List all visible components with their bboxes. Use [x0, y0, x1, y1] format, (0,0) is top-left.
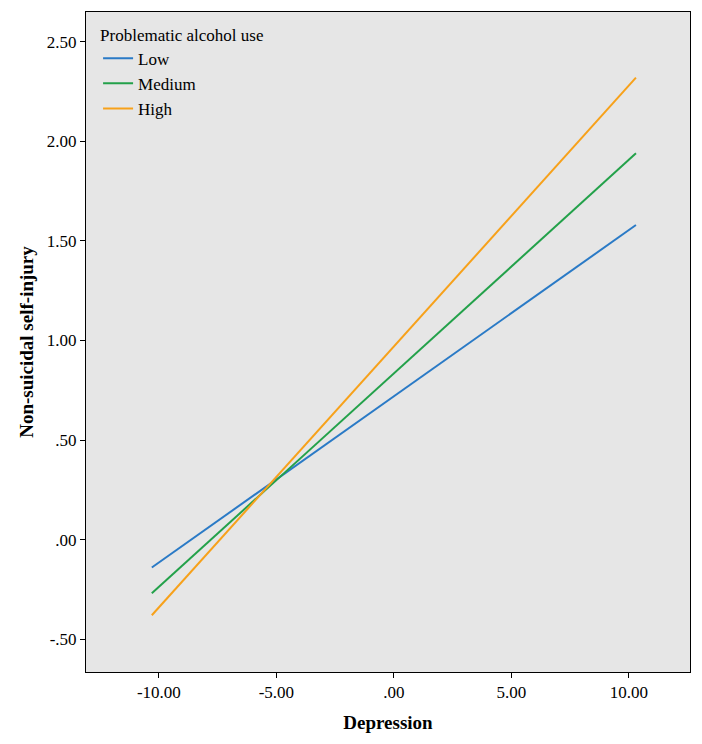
svg-text:5.00: 5.00 [497, 683, 527, 702]
svg-text:2.00: 2.00 [47, 132, 77, 151]
svg-text:.00: .00 [55, 531, 76, 550]
svg-text:-10.00: -10.00 [137, 683, 181, 702]
svg-text:10.00: 10.00 [610, 683, 648, 702]
svg-text:Medium: Medium [138, 75, 196, 94]
svg-text:.00: .00 [383, 683, 404, 702]
svg-text:High: High [138, 100, 173, 119]
svg-text:Depression: Depression [343, 712, 433, 733]
svg-text:Low: Low [138, 50, 170, 69]
svg-text:2.50: 2.50 [47, 33, 77, 52]
svg-text:-5.00: -5.00 [259, 683, 294, 702]
svg-text:Problematic alcohol use: Problematic alcohol use [100, 26, 263, 45]
svg-text:Non-suicidal self-injury: Non-suicidal self-injury [16, 246, 37, 438]
svg-text:1.50: 1.50 [47, 232, 77, 251]
svg-text:1.00: 1.00 [47, 331, 77, 350]
svg-text:-.50: -.50 [50, 630, 77, 649]
svg-text:.50: .50 [55, 431, 76, 450]
